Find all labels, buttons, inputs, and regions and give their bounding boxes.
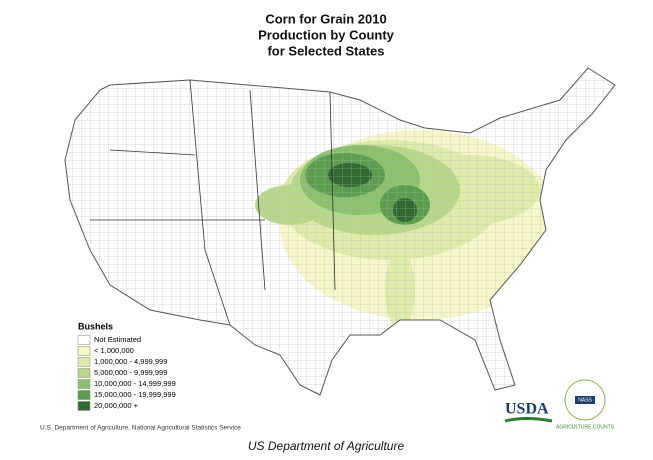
legend-label: Not Estimated — [94, 335, 141, 344]
nass-logo: NASS — [578, 397, 592, 403]
legend-swatch — [77, 368, 91, 378]
legend-swatch — [77, 379, 91, 389]
source: U.S. Department of Agriculture, National… — [40, 425, 241, 432]
legend-swatch — [77, 401, 91, 411]
usda-logo: USDA — [505, 401, 549, 418]
title-line: Production by County — [258, 27, 395, 42]
legend-title: Bushels — [78, 321, 113, 331]
legend-label: 5,000,000 - 9,999,999 — [94, 368, 167, 377]
legend-label: < 1,000,000 — [94, 346, 134, 355]
agriculture-counts: AGRICULTURE COUNTS — [556, 424, 615, 430]
legend: Bushels Not Estimated < 1,000,000 1,000,00… — [77, 321, 176, 411]
caption: US Department of Agriculture — [248, 439, 405, 453]
title-line: Corn for Grain 2010 — [265, 11, 386, 26]
legend-swatch — [77, 346, 91, 356]
legend-swatch — [77, 390, 91, 400]
legend-label: 20,000,000 + — [94, 401, 139, 410]
legend-label: 10,000,000 - 14,999,999 — [94, 379, 176, 388]
legend-swatch — [77, 335, 91, 345]
logo: USDA NASS AGRICULTURE COUNTS — [504, 379, 615, 430]
legend-swatch — [77, 357, 91, 367]
legend-label: 1,000,000 - 4,999,999 — [94, 357, 167, 366]
title-line: for Selected States — [267, 43, 384, 58]
legend-label: 15,000,000 - 19,999,999 — [94, 390, 176, 399]
